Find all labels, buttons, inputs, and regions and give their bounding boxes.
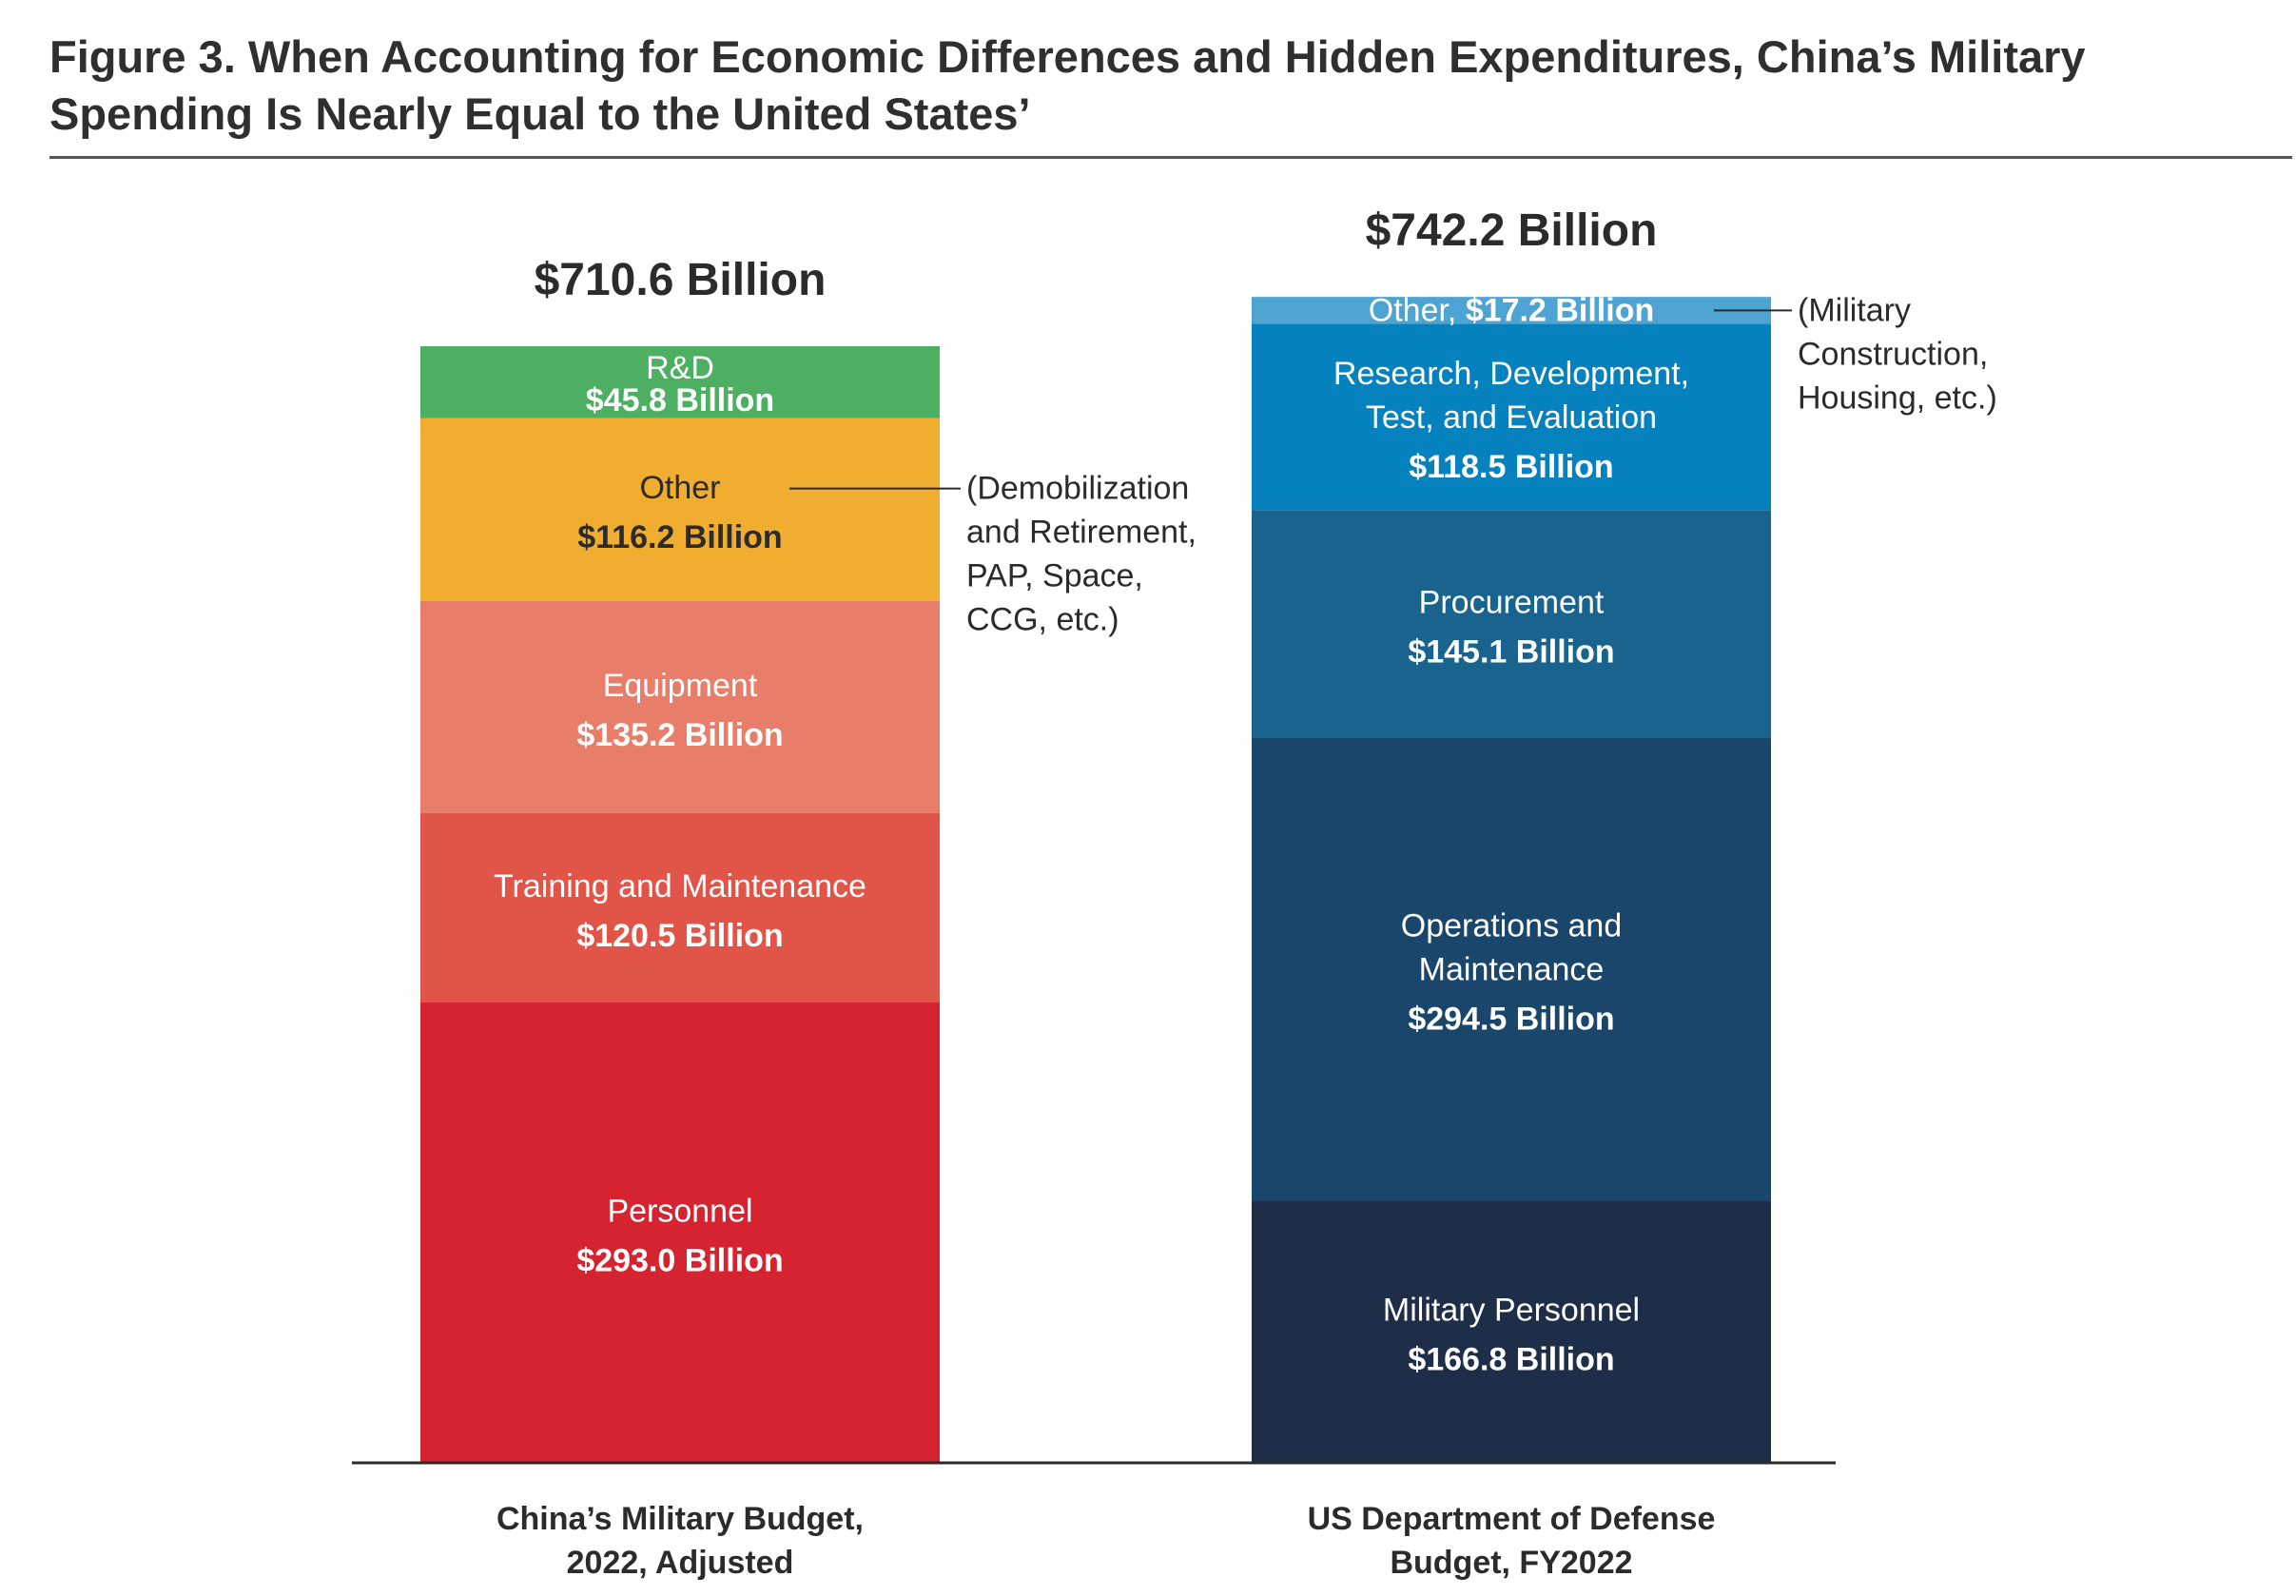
category-label: Budget, FY2022 (1390, 1545, 1632, 1581)
bar-segment (1252, 510, 1771, 739)
segment-name: Equipment (603, 668, 758, 704)
bar-segment (1252, 297, 1771, 324)
segment-name: R&D (646, 350, 714, 386)
bar-segment (420, 812, 940, 1003)
category-label: US Department of Defense (1308, 1501, 1716, 1537)
segment-value: $135.2 Billion (576, 717, 783, 753)
segment-value: $120.5 Billion (576, 918, 783, 954)
bar-segment (1252, 1200, 1771, 1463)
bar-segment (1252, 738, 1771, 1201)
segment-value: $17.2 Billion (1466, 292, 1654, 328)
segment-value: $294.5 Billion (1408, 1002, 1614, 1038)
segment-name: Procurement (1419, 585, 1605, 621)
segment-name: Other, (1369, 292, 1466, 328)
chart-title: Figure 3. When Accounting for Economic D… (49, 31, 2086, 139)
segment-note: (Demobilization (966, 471, 1189, 507)
title-divider (49, 156, 2292, 159)
segment-value: $145.1 Billion (1408, 634, 1614, 671)
segment-note: PAP, Space, (966, 558, 1143, 594)
segment-value: $166.8 Billion (1408, 1342, 1614, 1378)
segment-note: (Military (1798, 292, 1911, 328)
segment-note: and Retirement, (966, 515, 1197, 551)
segment-value: $293.0 Billion (576, 1243, 783, 1279)
segment-name: Other (639, 470, 720, 506)
labels-group: Personnel $293.0 Billion Training and Main… (494, 205, 1997, 1581)
bar-segment (1252, 323, 1771, 511)
segment-name: Military Personnel (1383, 1293, 1640, 1329)
segment-name: Training and Maintenance (494, 868, 866, 905)
segment-name: Personnel (607, 1194, 752, 1230)
segment-value: $45.8 Billion (586, 382, 774, 418)
segment-note: CCG, etc.) (966, 602, 1119, 638)
total-label: $742.2 Billion (1366, 205, 1658, 256)
segment-value: $118.5 Billion (1409, 449, 1613, 485)
segment-name: Maintenance (1419, 952, 1605, 988)
bar-segment (420, 418, 940, 601)
segment-label: Other, $17.2 Billion (1369, 292, 1654, 328)
category-label: China’s Military Budget, (496, 1501, 864, 1537)
category-label: 2022, Adjusted (567, 1545, 794, 1581)
segment-note: Housing, etc.) (1798, 380, 1997, 416)
segment-value: $116.2 Billion (577, 519, 782, 555)
bar-segment (420, 1002, 940, 1463)
bar-segment (420, 600, 940, 813)
total-label: $710.6 Billion (535, 255, 827, 305)
bars-group (420, 297, 1771, 1463)
segment-name: Test, and Evaluation (1366, 399, 1657, 436)
segment-name: Operations and (1401, 908, 1623, 944)
bar-segment (420, 346, 940, 418)
segment-note: Construction, (1798, 336, 1988, 372)
segment-name: Research, Development, (1333, 356, 1689, 392)
